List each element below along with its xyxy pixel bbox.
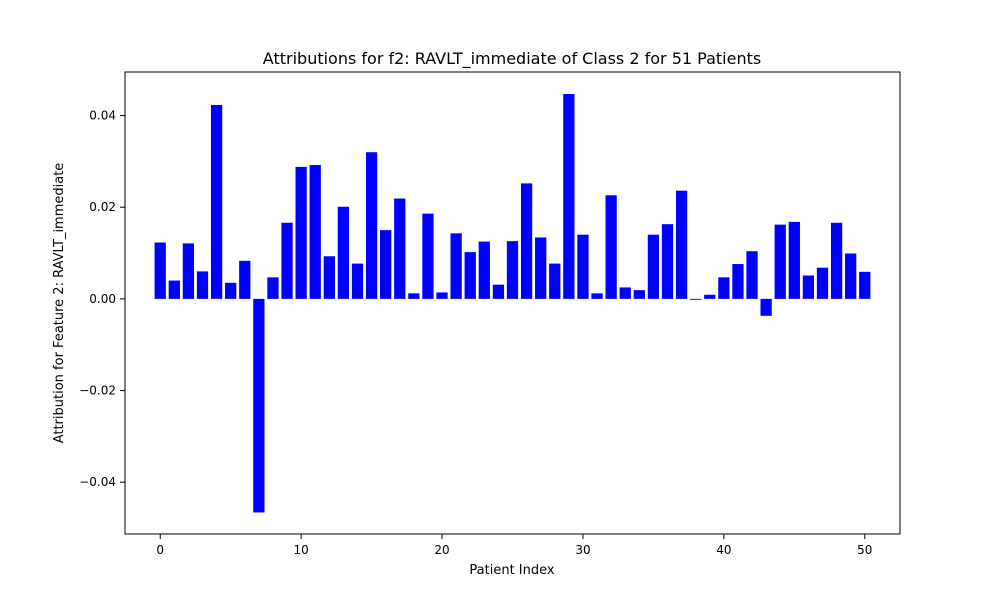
bar (591, 293, 603, 299)
bar (732, 264, 744, 299)
bar (337, 206, 350, 299)
x-tick-label: 10 (293, 543, 308, 557)
bar (690, 298, 702, 300)
bar (281, 222, 293, 299)
bar (563, 94, 575, 299)
bar (196, 271, 209, 299)
bar (661, 224, 674, 299)
x-tick-label: 0 (156, 543, 164, 557)
x-tick-label: 30 (575, 543, 590, 557)
y-tick-label: 0.00 (89, 292, 116, 306)
bar (577, 234, 589, 299)
bar (210, 105, 223, 299)
chart-title: Attributions for f2: RAVLT_immediate of … (263, 49, 761, 69)
y-axis: −0.04 −0.02 0.00 0.02 0.04 (79, 109, 125, 489)
bar (619, 287, 631, 299)
bar (492, 284, 505, 299)
x-tick-label: 50 (857, 543, 872, 557)
bar (506, 241, 519, 299)
bar (380, 230, 392, 299)
bar (239, 260, 251, 299)
bars-group (154, 94, 871, 513)
bar (802, 275, 815, 299)
bar (718, 277, 730, 299)
y-tick-label: 0.02 (89, 200, 116, 214)
bar (647, 234, 660, 299)
bar (450, 233, 462, 299)
bar (845, 253, 857, 299)
bar (788, 221, 800, 299)
bar (225, 282, 237, 299)
bar (182, 243, 195, 299)
bar (520, 183, 533, 299)
y-tick-label: −0.04 (79, 475, 116, 489)
bar (704, 294, 716, 299)
bar (267, 277, 279, 299)
bar (351, 263, 364, 299)
y-tick-label: 0.04 (89, 109, 116, 123)
bar (478, 241, 490, 299)
x-axis-label: Patient Index (469, 563, 554, 578)
x-tick-label: 40 (716, 543, 731, 557)
x-axis: 0 10 20 30 40 50 (156, 534, 872, 557)
bar (830, 222, 843, 299)
bar (675, 190, 688, 299)
plot-frame (124, 71, 901, 535)
y-axis-label: Attribution for Feature 2: RAVLT_immedia… (52, 163, 67, 444)
bar (816, 267, 829, 299)
bar (464, 252, 476, 299)
bar (394, 198, 406, 299)
bar (295, 166, 307, 299)
bar (253, 298, 265, 513)
bar (168, 280, 180, 299)
bar (309, 165, 321, 299)
bar (859, 271, 871, 299)
bar (760, 298, 772, 316)
bar (323, 256, 335, 299)
bar (774, 224, 786, 299)
bar (633, 290, 645, 299)
bar (422, 213, 434, 299)
bar (408, 293, 420, 299)
x-tick-label: 20 (434, 543, 449, 557)
bar (154, 242, 166, 299)
bar (535, 237, 547, 299)
bar (605, 195, 617, 299)
bar (549, 263, 561, 299)
bar (746, 251, 758, 299)
bar (436, 292, 448, 299)
y-tick-label: −0.02 (79, 384, 116, 398)
bar (365, 152, 378, 299)
